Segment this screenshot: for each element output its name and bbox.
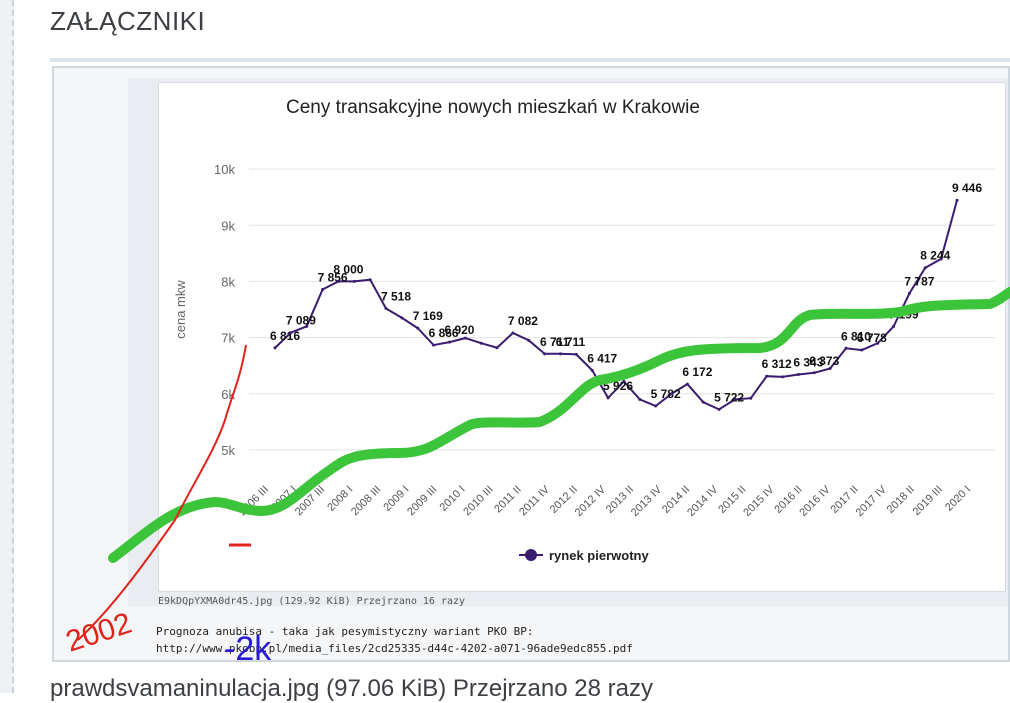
data-point [876,341,880,345]
chart-title: Ceny transakcyjne nowych mieszkań w Krak… [286,97,700,118]
data-point [527,338,531,342]
data-point [384,306,388,310]
file-caption[interactable]: E9kDQpYXMA0dr45.jpg (129.92 KiB) Przejrz… [158,596,466,607]
data-label: 6 312 [762,357,792,371]
data-point [416,326,420,330]
data-label: 7 082 [508,314,538,328]
y-tick-label: 10k [214,162,235,177]
y-tick-label: 9k [221,218,235,233]
data-point [479,341,483,345]
data-point [289,331,293,335]
data-label: 7 856 [318,271,348,285]
data-point [749,396,753,400]
data-point [574,352,578,356]
year-annotation: 2002 [62,607,136,659]
data-point [733,397,737,401]
data-label: 8 000 [333,262,363,276]
data-label: 6 816 [270,329,300,343]
data-point [685,382,689,386]
data-label: 6 172 [682,365,712,379]
data-label: 6 417 [587,351,617,365]
data-point [273,346,277,350]
data-point [305,324,309,328]
data-point [352,279,356,283]
data-point [638,397,642,401]
data-point [923,266,927,270]
attachment-link[interactable]: http://www.pkobp.pl/media_files/2cd25335… [156,642,633,655]
left-rail [0,0,14,693]
price-chart[interactable]: Ceny transakcyjne nowych mieszkań w Krak… [158,82,1006,592]
data-label: 6 866 [429,326,459,340]
data-point [321,288,325,292]
data-label: 6 810 [841,329,871,343]
data-point [336,279,340,283]
y-tick-label: 8k [221,274,235,289]
data-point [939,257,943,261]
data-point [907,291,911,295]
data-point [432,343,436,347]
data-label: 7 089 [286,314,316,328]
data-label: 7 518 [381,289,411,303]
data-label: 6 711 [540,335,570,349]
data-point [463,336,467,340]
data-point [622,379,626,383]
series-line-rynek-pierwotny [274,199,958,411]
data-point [892,324,896,328]
y-tick-label: 7k [221,331,235,346]
data-point [495,346,499,350]
data-point [543,352,547,356]
data-point [447,340,451,344]
data-point [590,368,594,372]
data-point [511,331,515,335]
data-point [781,375,785,379]
data-label: 7 169 [413,309,443,323]
data-point [717,407,721,411]
data-label: 6 778 [857,331,887,345]
section-title: ZAŁĄCZNIKI [50,6,206,36]
data-point [654,404,658,408]
data-point [606,396,610,400]
data-point [828,366,832,370]
green-trend-line [108,287,1010,563]
data-point [844,346,848,350]
data-point [860,348,864,352]
data-label: 8 244 [920,249,950,263]
data-label: 6 711 [556,335,586,349]
data-point [812,371,816,375]
data-label: 6 920 [444,323,474,337]
data-point [558,352,562,356]
red-trend-line [77,344,247,641]
data-point [670,392,674,396]
data-point [400,316,404,320]
data-point [796,372,800,376]
data-label: 6 373 [809,354,839,368]
attachment-box: Ceny transakcyjne nowych mieszkań w Krak… [52,66,1010,662]
y-axis-label: cena mkw [173,280,188,339]
data-label: 5 722 [714,390,744,404]
data-point [701,400,705,404]
data-label: 7 787 [904,274,934,288]
legend-label: rynek pierwotny [549,548,649,563]
chart-svg: Ceny transakcyjne nowych mieszkań w Krak… [173,97,995,563]
data-label: 6 343 [793,355,823,369]
data-label: 9 446 [952,181,982,195]
y-tick-label: 5k [221,443,235,458]
data-point [955,198,959,202]
data-label: 5 782 [651,387,681,401]
minus-annotation: -2k [224,630,272,668]
data-point [765,374,769,378]
attachment-description: Prognoza anubisa - taka jak pesymistyczn… [156,625,534,638]
data-point [368,278,372,282]
title-divider [50,58,1010,62]
